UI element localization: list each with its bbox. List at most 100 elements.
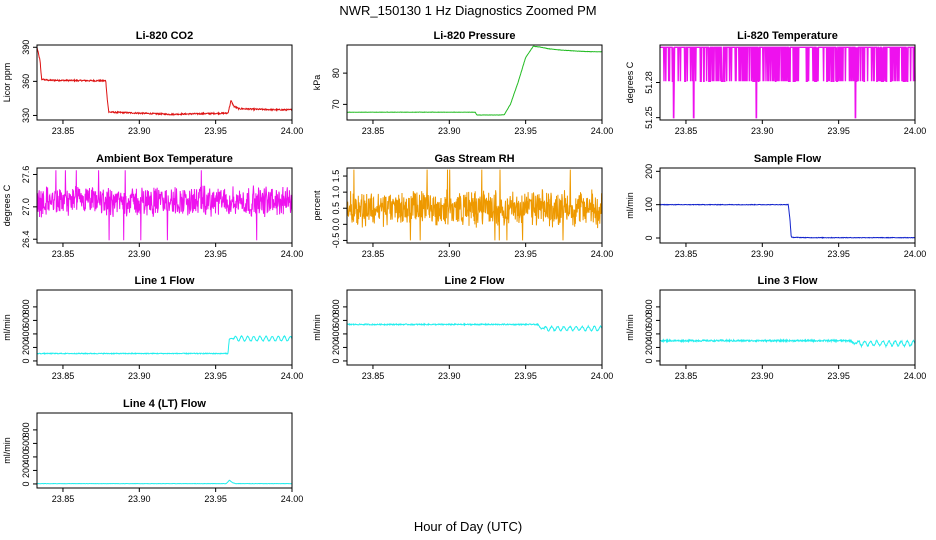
y-tick-label: 800 [644, 299, 654, 314]
panel-5: Gas Stream RH percent 23.85 23.90 23.95 24.00… [312, 153, 613, 259]
y-tick-label: 0 [21, 481, 31, 486]
x-tick-label: 23.95 [827, 126, 850, 136]
y-tick-label: 600 [21, 436, 31, 451]
series-line [36, 170, 293, 241]
panel-title: Li-820 Temperature [737, 30, 838, 42]
x-tick-label: 23.85 [675, 126, 698, 136]
x-tick-label: 23.90 [751, 126, 774, 136]
x-tick-label: 23.85 [675, 249, 698, 259]
x-tick-label: 23.85 [362, 371, 385, 381]
y-tick-label: 400 [644, 326, 654, 341]
y-tick-label: 200 [21, 340, 31, 355]
x-tick-label: 23.90 [438, 126, 461, 136]
x-tick-label: 23.85 [52, 249, 75, 259]
panel-ylabel: Licor ppm [2, 63, 12, 103]
y-tick-label: 0 [21, 358, 31, 363]
x-tick-label: 23.85 [52, 494, 75, 504]
y-tick-label: 360 [21, 74, 31, 89]
panel-ylabel: ml/min [625, 192, 635, 219]
panel-title: Line 4 (LT) Flow [123, 398, 206, 410]
y-tick-label: 0 [644, 358, 654, 363]
x-tick-label: 23.95 [514, 371, 537, 381]
panel-ylabel: ml/min [2, 437, 12, 464]
panel-4: Ambient Box Temperature degrees C 23.85 23.… [2, 153, 303, 259]
y-tick-label: 800 [21, 299, 31, 314]
y-tick-label: 0 [644, 235, 654, 240]
y-tick-label: -0.5 [331, 233, 341, 249]
panel-7: Line 1 Flow ml/min 23.85 23.90 23.95 24.00 0 20… [2, 275, 303, 381]
panel-title: Sample Flow [754, 153, 822, 165]
x-tick-label: 23.95 [204, 126, 227, 136]
y-tick-label: 51.28 [644, 71, 654, 94]
y-tick-label: 600 [21, 313, 31, 328]
x-tick-label: 23.85 [362, 249, 385, 259]
y-tick-label: 400 [21, 326, 31, 341]
x-tick-label: 23.85 [675, 371, 698, 381]
x-tick-label: 24.00 [591, 371, 614, 381]
y-tick-label: 200 [21, 463, 31, 478]
figure-xlabel: Hour of Day (UTC) [414, 519, 522, 534]
series-line [659, 338, 916, 349]
panel-title: Line 1 Flow [135, 275, 195, 287]
plot-frame [36, 412, 293, 489]
y-tick-label: 330 [21, 108, 31, 123]
panel-ylabel: degrees C [625, 61, 635, 103]
series-line [36, 334, 293, 356]
plot-frame [36, 289, 293, 366]
series-line [660, 46, 916, 119]
y-tick-label: 27.6 [21, 166, 31, 184]
panel-8: Line 2 Flow ml/min 23.85 23.90 23.95 24.00 0 20… [312, 275, 613, 381]
y-tick-label: 400 [331, 326, 341, 341]
x-tick-label: 23.95 [514, 126, 537, 136]
x-tick-label: 23.85 [52, 371, 75, 381]
plot-frame [36, 44, 293, 121]
panel-title: Gas Stream RH [434, 153, 514, 165]
y-tick-label: 200 [644, 340, 654, 355]
x-tick-label: 23.90 [128, 371, 151, 381]
panel-title: Li-820 CO2 [136, 30, 193, 42]
x-tick-label: 24.00 [281, 371, 304, 381]
y-tick-label: 0.5 [331, 202, 341, 215]
y-tick-label: 200 [644, 164, 654, 179]
panel-title: Line 3 Flow [758, 275, 818, 287]
x-tick-label: 23.85 [362, 126, 385, 136]
y-tick-label: 390 [21, 40, 31, 55]
x-tick-label: 23.95 [827, 371, 850, 381]
x-tick-label: 24.00 [904, 371, 927, 381]
x-tick-label: 24.00 [904, 126, 927, 136]
y-tick-label: 1.5 [331, 170, 341, 183]
x-tick-label: 23.90 [751, 371, 774, 381]
panel-3: Li-820 Temperature degrees C 23.85 23.90 23.… [625, 30, 926, 136]
panel-ylabel: ml/min [312, 314, 322, 341]
plot-frame [659, 289, 916, 366]
plot-frame [36, 167, 293, 244]
panels: Li-820 CO2 Licor ppm 23.85 23.90 23.95 24.00 3… [2, 30, 926, 504]
x-tick-label: 23.95 [827, 249, 850, 259]
x-tick-label: 23.90 [438, 249, 461, 259]
x-tick-label: 23.90 [128, 249, 151, 259]
x-tick-label: 23.85 [52, 126, 75, 136]
panel-ylabel: kPa [312, 75, 322, 91]
panel-ylabel: degrees C [2, 184, 12, 226]
series-line [37, 479, 293, 485]
panel-6: Sample Flow ml/min 23.85 23.90 23.95 24.00 0 10… [625, 153, 926, 259]
x-tick-label: 24.00 [281, 249, 304, 259]
x-tick-label: 24.00 [591, 126, 614, 136]
panel-ylabel: percent [312, 190, 322, 221]
y-tick-label: 27.0 [21, 198, 31, 216]
series-line [347, 45, 603, 116]
y-tick-label: 80 [331, 68, 341, 78]
plot-frame [659, 167, 916, 244]
series-line [346, 322, 603, 332]
x-tick-label: 23.90 [438, 371, 461, 381]
y-tick-label: 600 [331, 313, 341, 328]
y-tick-label: 800 [331, 299, 341, 314]
panel-ylabel: ml/min [625, 314, 635, 341]
y-tick-label: 1.0 [331, 186, 341, 199]
y-tick-label: 70 [331, 99, 341, 109]
panel-title: Line 2 Flow [445, 275, 505, 287]
x-tick-label: 23.95 [204, 494, 227, 504]
panel-title: Ambient Box Temperature [96, 153, 233, 165]
